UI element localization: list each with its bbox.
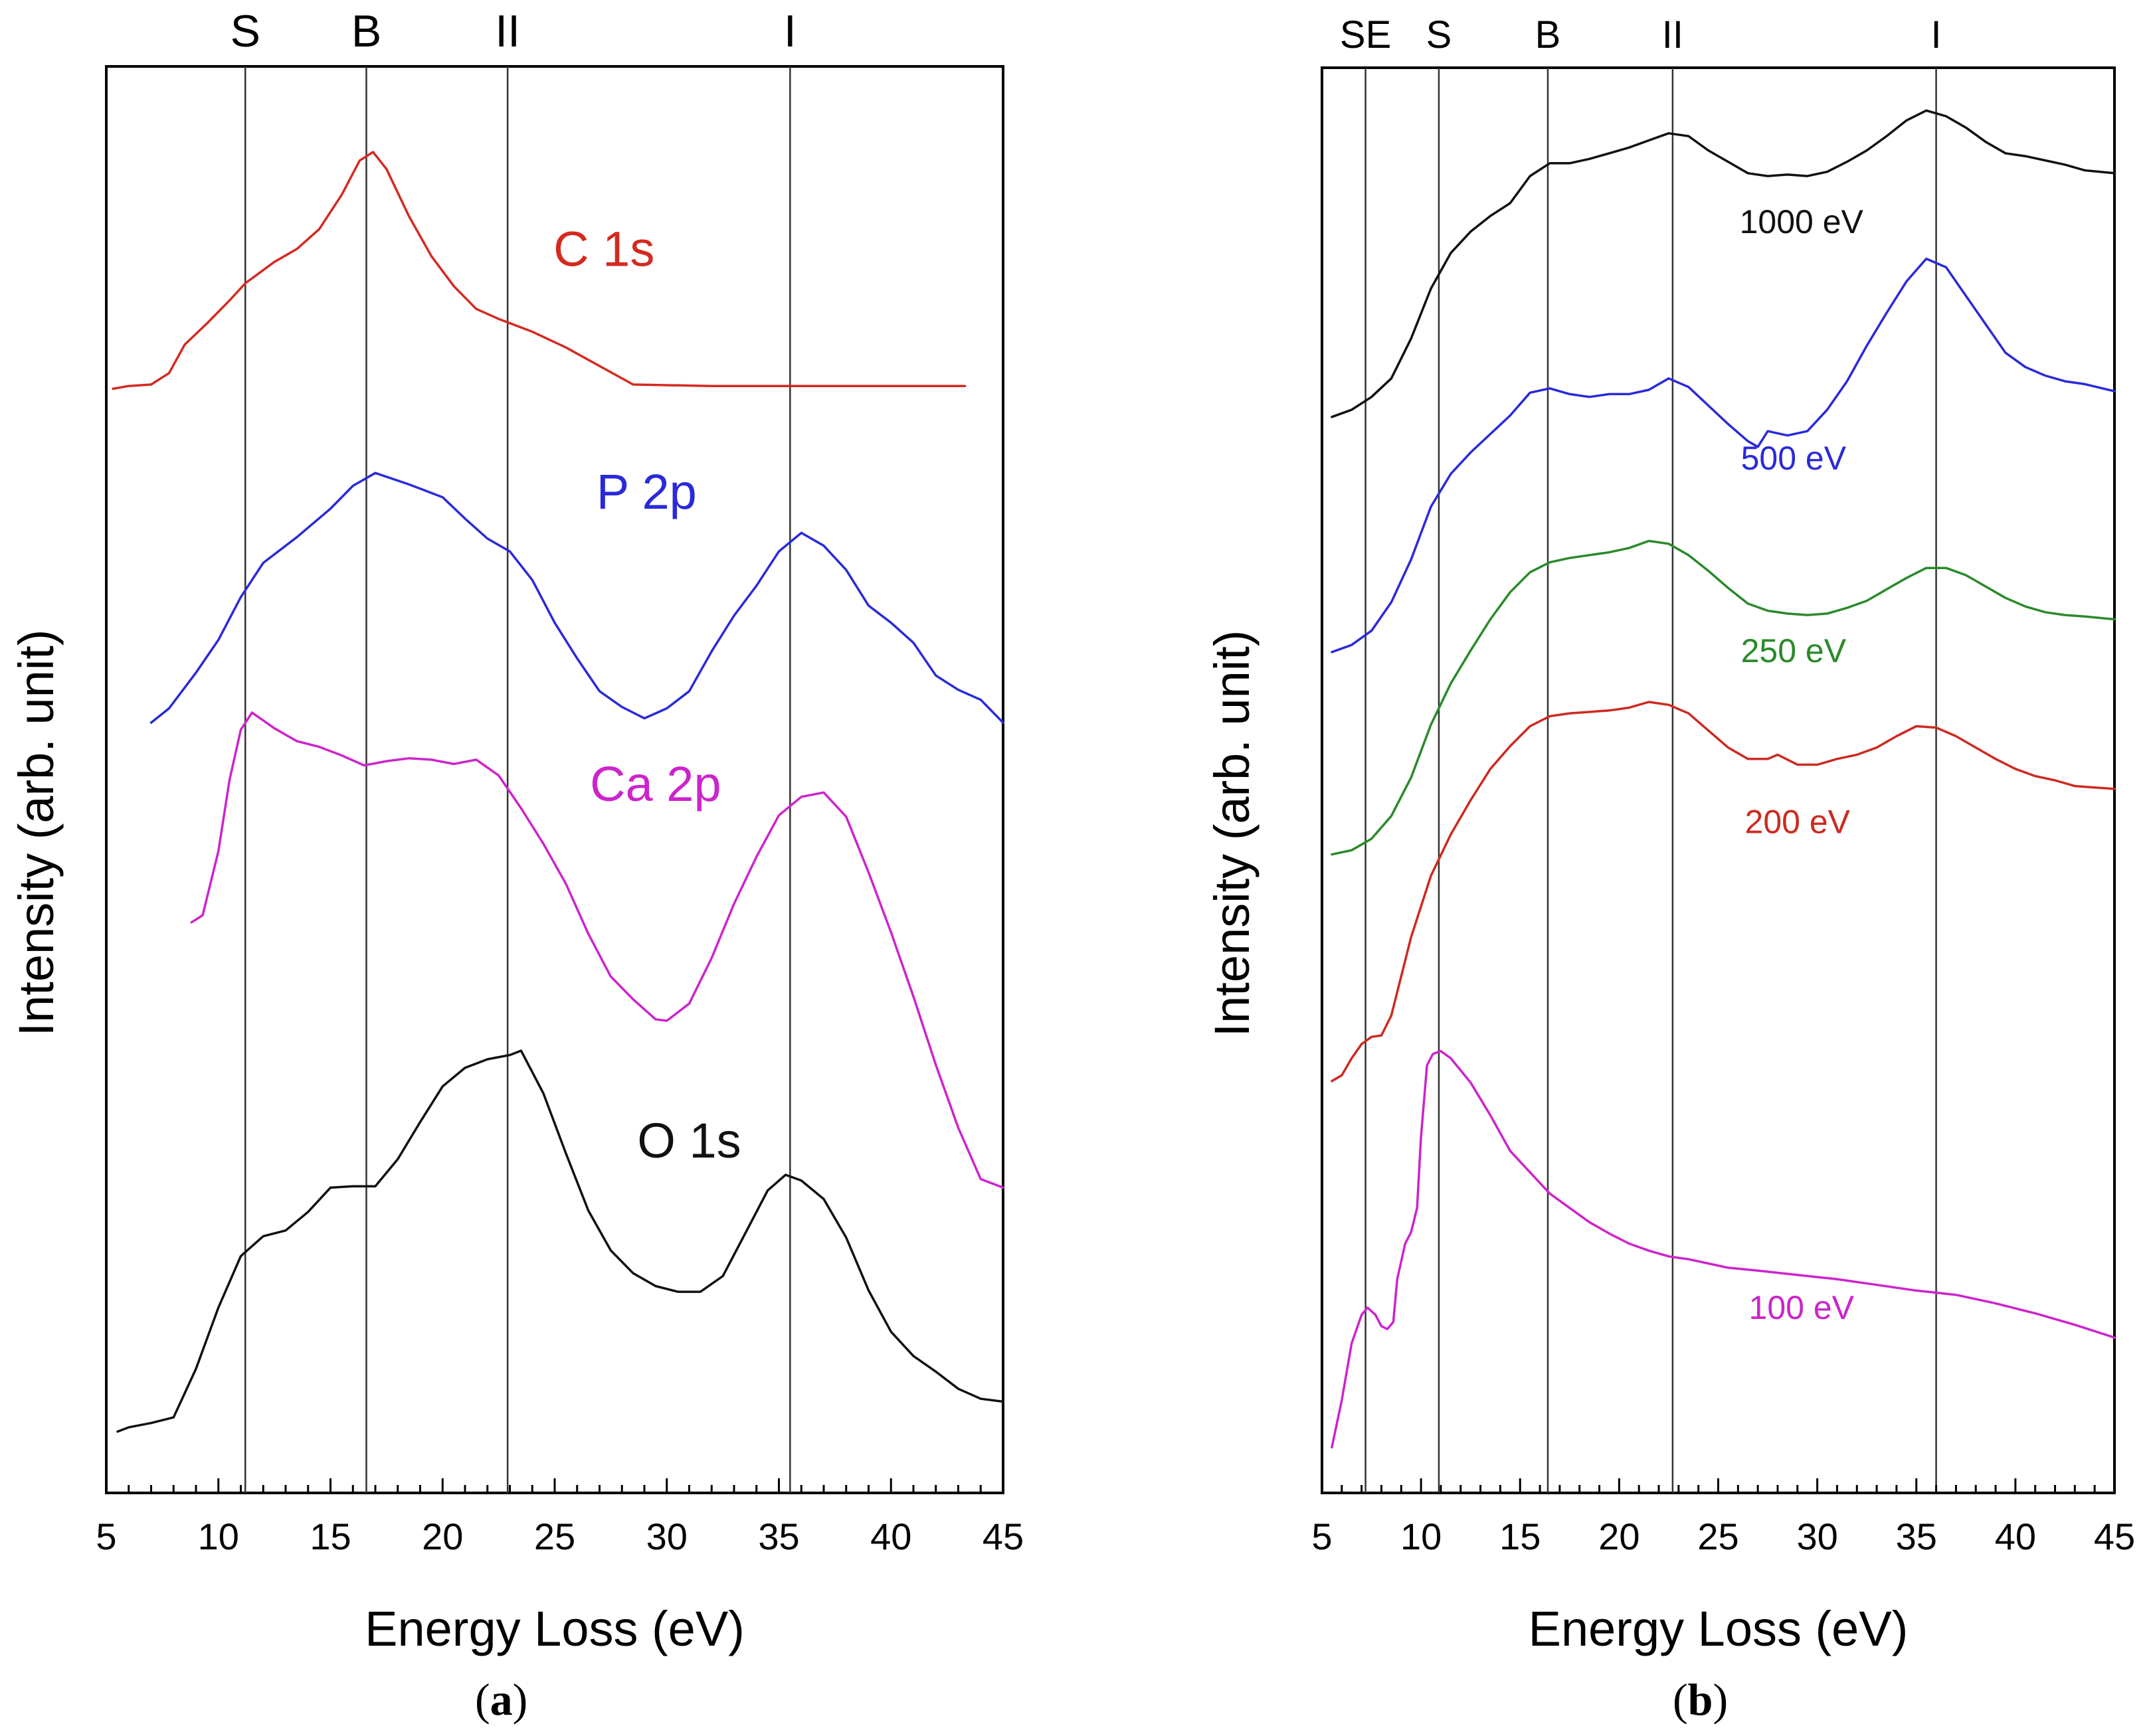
series-line-o-1s	[116, 1049, 1004, 1433]
series-line-p-2p	[149, 472, 1004, 724]
marker-label-s: S	[231, 6, 260, 56]
x-tick-label: 30	[646, 1516, 688, 1557]
x-tick-label: 35	[758, 1516, 799, 1557]
x-tick-label: 40	[870, 1516, 911, 1557]
marker-label-i: I	[1931, 13, 1942, 56]
series-label-500-ev: 500 eV	[1741, 440, 1847, 477]
series-line-500-ev	[1331, 257, 2116, 653]
x-tick-label: 15	[310, 1516, 351, 1557]
marker-label-i: I	[784, 6, 796, 56]
marker-label-b: B	[351, 6, 381, 56]
x-tick-label: 10	[198, 1516, 239, 1557]
panel-a-caption: (a)	[475, 1674, 528, 1725]
x-tick-label: 35	[1896, 1516, 1937, 1557]
x-tick-label: 5	[1311, 1516, 1332, 1557]
series-line-ca-2p	[190, 711, 1004, 1189]
marker-label-ii: II	[1662, 13, 1683, 56]
marker-label-se: SE	[1340, 13, 1391, 56]
series-line-c-1s	[112, 151, 967, 391]
series-label-1000-ev: 1000 eV	[1740, 203, 1864, 240]
y-axis-label: Intensity (arb. unit)	[9, 630, 64, 1037]
x-tick-label: 40	[1995, 1516, 2036, 1557]
x-tick-label: 20	[1598, 1516, 1639, 1557]
x-tick-label: 30	[1796, 1516, 1837, 1557]
x-tick-label: 45	[983, 1516, 1024, 1557]
marker-label-s: S	[1426, 13, 1452, 56]
series-label-c-1s: C 1s	[553, 222, 654, 277]
series-label-200-ev: 200 eV	[1745, 803, 1851, 840]
x-tick-label: 45	[2094, 1516, 2135, 1557]
x-tick-label: 20	[422, 1516, 463, 1557]
plot-frame	[105, 65, 1004, 1494]
series-line-250-ev	[1331, 539, 2116, 856]
series-label-o-1s: O 1s	[637, 1113, 741, 1168]
marker-label-ii: II	[495, 6, 520, 56]
series-line-200-ev	[1331, 701, 2116, 1083]
series-line-1000-ev	[1331, 109, 2116, 418]
x-tick-label: 5	[96, 1516, 116, 1557]
y-axis-label: Intensity (arb. unit)	[1204, 630, 1260, 1037]
x-tick-label: 15	[1499, 1516, 1541, 1557]
x-axis-label: Energy Loss (eV)	[365, 1601, 745, 1656]
series-label-ca-2p: Ca 2p	[590, 756, 721, 812]
series-line-100-ev	[1331, 1049, 2116, 1449]
x-tick-label: 25	[1697, 1516, 1738, 1557]
series-label-100-ev: 100 eV	[1749, 1289, 1855, 1326]
series-label-250-ev: 250 eV	[1741, 632, 1847, 669]
x-axis-label: Energy Loss (eV)	[1529, 1601, 1909, 1656]
x-tick-label: 10	[1400, 1516, 1442, 1557]
x-tick-label: 25	[534, 1516, 575, 1557]
plot-frame	[1321, 66, 2116, 1494]
marker-label-b: B	[1535, 13, 1561, 56]
panel-b-caption: (b)	[1673, 1674, 1729, 1725]
series-label-p-2p: P 2p	[597, 464, 697, 519]
